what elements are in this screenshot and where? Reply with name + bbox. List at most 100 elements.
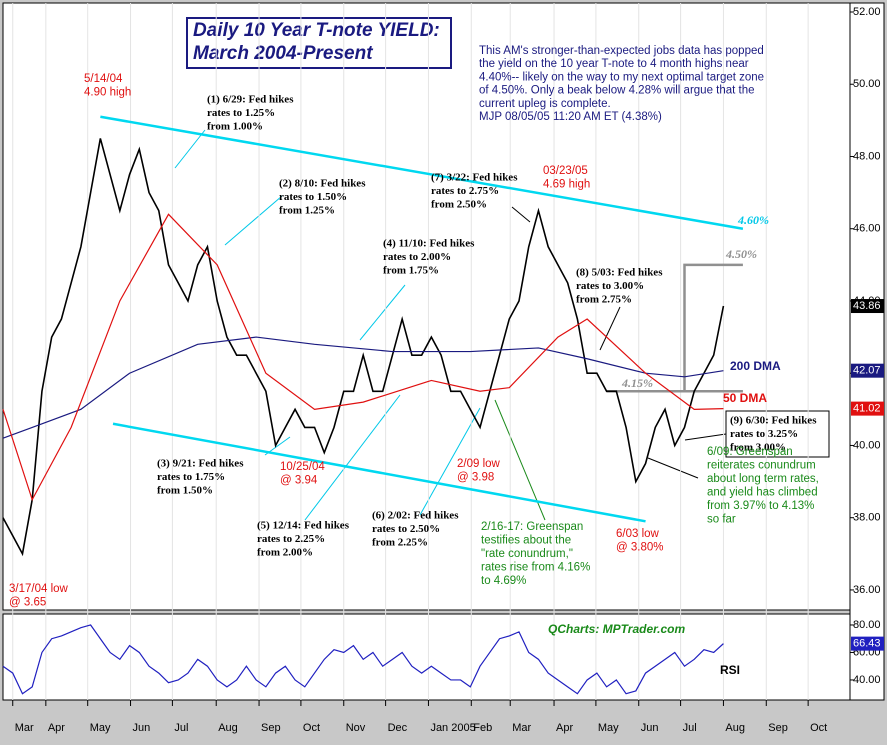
commentary: 4.40%-- likely on the way to my next opt… [479,71,764,83]
annotation: 6/09: Greenspan [707,446,793,458]
annotation: from 2.00% [257,547,313,559]
x-tick-label: Oct [810,722,827,734]
annotation: rates to 3.00% [576,280,644,292]
annotation: (1) 6/29: Fed hikes [207,94,294,106]
x-tick-label: Dec [388,722,408,734]
pointer [174,129,206,169]
price-panel [2,2,851,611]
x-tick-label: May [598,722,619,734]
last-value-box [851,299,884,314]
y-tick-label: 52.00 [853,6,881,18]
annotation: @ 3.65 [9,597,46,609]
last-value-box [851,401,884,416]
trendline [112,422,646,523]
pointer [419,407,481,516]
x-tick-label: Jul [683,722,697,734]
last-value-label: 42.07 [853,365,881,377]
series-label: 200 DMA [730,359,781,373]
last-value-label: 66.43 [853,638,881,650]
x-tick-label: Mar [15,722,34,734]
annotation: from 1.50% [157,485,213,497]
annotation: so far [707,514,736,526]
annotation: from 3.00% [730,442,786,454]
y-tick-label: 38.00 [853,512,881,524]
annotation: and yield has climbed [707,487,818,499]
annotation: @ 3.94 [280,475,318,487]
trendline [683,263,743,392]
annotation: rates to 3.25% [730,428,798,440]
last-value-label: 41.02 [853,403,881,415]
x-tick-label: Apr [556,722,573,734]
x-tick-label: Jul [174,722,188,734]
annotation: (6) 2/02: Fed hikes [372,510,459,522]
chart-title: Daily 10 Year T-note YIELD: [193,20,440,41]
annotation: from 2.50% [431,199,487,211]
series-label: 50 DMA [723,391,767,405]
last-value-box [851,636,884,651]
annotation: (3) 9/21: Fed hikes [157,458,244,470]
x-tick-label: Sep [768,722,788,734]
annotation: 2/16-17: Greenspan [481,521,583,533]
y-tick-label: 48.00 [853,150,881,162]
last-value-label: 43.86 [853,300,881,312]
annotation: 4.69 high [543,179,590,191]
commentary: This AM's stronger-than-expected jobs da… [479,45,764,57]
annotation: rates to 1.75% [157,471,225,483]
annotation: 2/09 low [457,458,501,470]
pointer [599,306,621,351]
chart-title: March 2004-Present [193,43,373,64]
rsi-panel [2,613,851,701]
annotation: from 1.75% [383,265,439,277]
annotation: 3/17/04 low [9,583,69,595]
x-tick-label: Aug [725,722,745,734]
annotation: from 1.25% [279,205,335,217]
y-tick-label: 46.00 [853,223,881,235]
annotation: from 1.00% [207,121,263,133]
right-axis [849,2,885,701]
annotation: rates to 2.75% [431,185,499,197]
annotation: (4) 11/10: Fed hikes [383,238,475,250]
annotation: from 2.25% [372,537,428,549]
annotation: 6/03 low [616,528,660,540]
annotation: from 2.75% [576,294,632,306]
pointer [647,457,699,479]
source-label: QCharts: MPTrader.com [548,622,685,636]
pointer [684,433,727,441]
commentary: of 4.50%. Only a beak below 4.28% will a… [479,85,755,97]
annotation: "rate conundrum," [481,548,573,560]
x-tick-label: Oct [303,722,320,734]
title-box [186,17,452,69]
y-tick-label: 80.00 [853,619,881,631]
x-tick-label: Apr [48,722,65,734]
annotation: 10/25/04 [280,461,325,473]
annotation: (8) 5/03: Fed hikes [576,267,663,279]
annotation: reiterates conundrum [707,460,816,472]
x-tick-label: May [90,722,111,734]
annotation: @ 3.80% [616,542,663,554]
x-tick-label: Mar [512,722,531,734]
annotation: rates to 2.25% [257,533,325,545]
annotation: (2) 8/10: Fed hikes [279,178,366,190]
annotation: to 4.69% [481,575,526,587]
annotation: (7) 3/22: Fed hikes [431,172,518,184]
x-tick-label: Sep [261,722,281,734]
y-tick-label: 40.00 [853,439,881,451]
annotation: 03/23/05 [543,165,588,177]
y-tick-label: 50.00 [853,78,881,90]
series-line [2,213,724,502]
annotation: rates rise from 4.16% [481,562,590,574]
trendline [100,115,744,230]
pointer [494,399,546,521]
y-tick-label: 36.00 [853,584,881,596]
series-line [2,138,725,557]
pointers [511,206,727,479]
annotation: about long term rates, [707,473,819,485]
annotation: (9) 6/30: Fed hikes [730,415,817,427]
commentary: current upleg is complete. [479,98,611,110]
pointer [224,195,283,246]
annotation: from 3.97% to 4.13% [707,500,814,512]
series-label: RSI [720,663,740,677]
annotation: rates to 2.00% [383,251,451,263]
x-tick-label: Jan 2005 [430,722,475,734]
